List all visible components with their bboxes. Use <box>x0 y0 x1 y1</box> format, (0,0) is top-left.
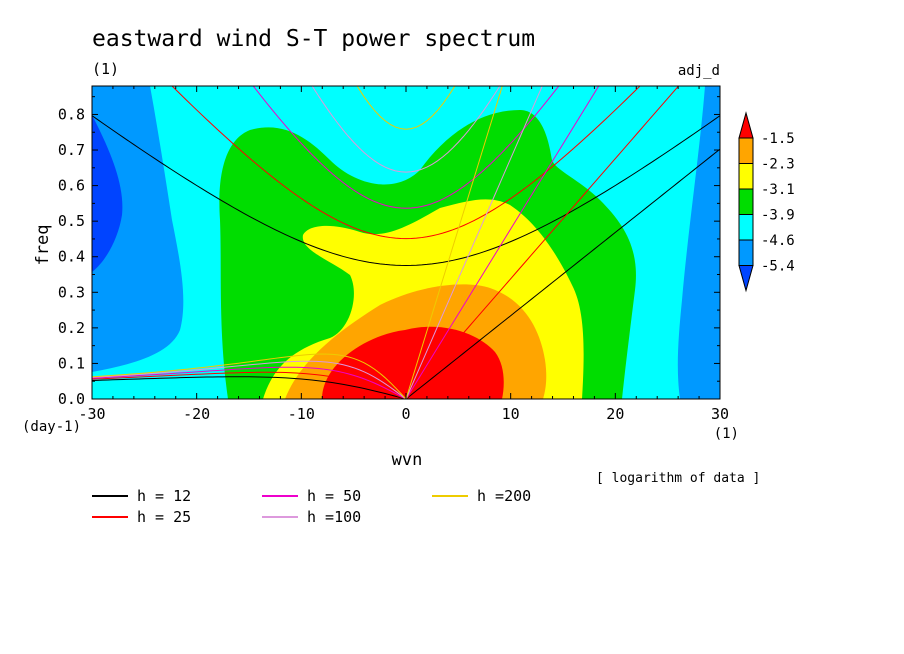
plot-area: -30 -20 -10 0 10 20 30 0.0 0.1 0.2 0.3 0.4 0.5 0.6 0.7… <box>58 85 729 423</box>
y-tick-label: 0.6 <box>58 177 85 195</box>
colorbar: -1.5 -2.3 -3.1 -3.9 -4.6 -5.4 <box>738 111 795 293</box>
colorbar-segment <box>738 163 754 190</box>
subtitle-left: (1) <box>92 60 119 78</box>
colorbar-label: -5.4 <box>761 259 795 275</box>
colorbar-label: -3.1 <box>761 182 795 198</box>
x-tick-label: -10 <box>288 405 315 423</box>
inertia-gravity-curve <box>171 86 641 240</box>
inertia-gravity-curve <box>311 86 501 173</box>
x-tick-label: 20 <box>606 405 624 423</box>
rossby-curve <box>92 366 407 399</box>
y-tick-label: 0.2 <box>58 319 85 337</box>
log-note: [ logarithm of data ] <box>596 471 760 486</box>
y-tick-label: 0.1 <box>58 354 85 372</box>
y-tick-label: 0.7 <box>58 141 85 159</box>
inertia-gravity-curve <box>356 86 456 130</box>
colorbar-min-arrow <box>738 265 754 293</box>
x-tick-label: 10 <box>502 405 520 423</box>
colorbar-segment <box>738 239 754 266</box>
legend: h = 12 h = 25 h = 50 h =100 h =200 <box>92 487 531 526</box>
dispersion-curves <box>92 86 720 399</box>
colorbar-label: -1.5 <box>761 131 795 147</box>
contour-fill-blue-left <box>92 86 184 372</box>
colorbar-label: -4.6 <box>761 233 795 249</box>
colorbar-segment <box>738 214 754 241</box>
x-tick-label: 0 <box>401 405 410 423</box>
inertia-gravity-curve <box>252 86 560 209</box>
legend-label: h = 12 <box>137 487 191 505</box>
x-axis-label: wvn <box>392 450 423 470</box>
kelvin-curve <box>405 86 680 399</box>
rossby-curve <box>92 376 407 399</box>
y-tick-label: 0.3 <box>58 283 85 301</box>
rossby-curve <box>92 353 407 399</box>
legend-label: h = 50 <box>307 487 361 505</box>
legend-label: h = 25 <box>137 508 191 526</box>
kelvin-curve <box>405 86 600 399</box>
colorbar-segment <box>738 137 754 164</box>
y-tick-label: 0.4 <box>58 248 85 266</box>
x-tick-label: -30 <box>78 405 105 423</box>
y-axis-label: freq <box>33 225 53 266</box>
rossby-curve <box>92 360 407 399</box>
y-tick-label: 0.5 <box>58 212 85 230</box>
chart-title: eastward wind S-T power spectrum <box>92 26 535 52</box>
contour-fill <box>92 86 720 399</box>
axes: -30 -20 -10 0 10 20 30 0.0 0.1 0.2 0.3 0.4 0.5 0.6 0.7… <box>58 86 729 423</box>
contour-fill-red <box>322 326 504 399</box>
kelvin-curve <box>405 86 543 399</box>
legend-label: h =200 <box>477 487 531 505</box>
y-tick-label: 0.0 <box>58 390 85 408</box>
colorbar-label: -2.3 <box>761 157 795 173</box>
y-unit-label: (day-1) <box>22 419 81 435</box>
legend-label: h =100 <box>307 508 361 526</box>
contour-fill-deep-blue <box>92 115 123 272</box>
inertia-gravity-curve <box>92 115 720 266</box>
y-tick-label: 0.8 <box>58 105 85 123</box>
subtitle-right: adj_d <box>678 63 720 79</box>
kelvin-curve <box>405 86 503 399</box>
colorbar-label: -3.9 <box>761 208 795 224</box>
x-tick-label: 30 <box>711 405 729 423</box>
colorbar-segment <box>738 188 754 215</box>
kelvin-curve <box>405 148 720 399</box>
x-tick-label: -20 <box>183 405 210 423</box>
x-unit-label: (1) <box>714 426 739 442</box>
rossby-curve <box>92 371 407 399</box>
contour-fill-blue-right <box>677 86 720 399</box>
colorbar-max-arrow <box>738 111 754 139</box>
